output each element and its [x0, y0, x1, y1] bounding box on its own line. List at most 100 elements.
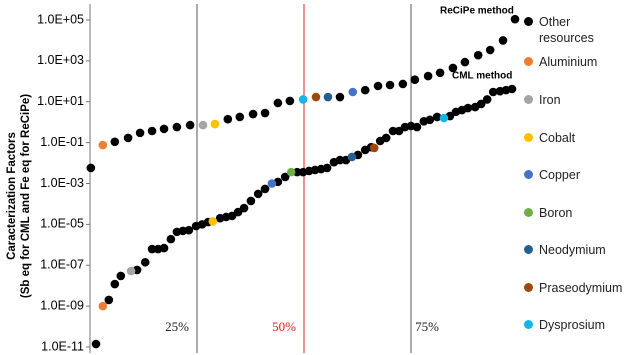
legend-marker — [524, 245, 533, 254]
point — [235, 112, 245, 122]
point — [91, 339, 101, 349]
legend-label: Iron — [539, 93, 561, 107]
y-tick-label: 1.0E-07 — [40, 258, 84, 272]
point — [147, 244, 157, 254]
point — [298, 95, 308, 104]
point — [347, 152, 357, 162]
point — [260, 184, 270, 194]
point — [348, 87, 358, 97]
y-tick-label: 1.0E+01 — [37, 94, 84, 108]
point — [488, 87, 498, 97]
legend-item: Aluminium — [520, 54, 629, 70]
point — [425, 115, 435, 125]
point — [110, 279, 120, 289]
point — [432, 112, 442, 122]
point — [223, 114, 233, 124]
point — [311, 92, 321, 102]
legend-label: Dysprosium — [539, 318, 605, 332]
legend-label: Aluminium — [539, 55, 598, 69]
legend-label: Copper — [539, 168, 580, 182]
y-tick-label: 1.0E-03 — [40, 176, 84, 190]
point — [410, 75, 420, 84]
y-tick-label: 1.0E-01 — [40, 135, 84, 149]
point — [210, 119, 220, 129]
point — [439, 113, 449, 123]
point — [285, 96, 295, 106]
point — [246, 196, 256, 206]
legend-marker — [524, 208, 533, 217]
point — [373, 81, 383, 91]
point — [322, 163, 332, 173]
point — [253, 189, 263, 199]
point — [86, 163, 96, 173]
point — [335, 155, 345, 165]
point — [335, 92, 345, 102]
point — [159, 243, 169, 253]
point — [98, 301, 108, 311]
quartile-label: 50% — [272, 319, 296, 334]
point — [423, 71, 433, 81]
point — [98, 140, 108, 150]
legend-marker — [524, 57, 533, 66]
point — [381, 133, 391, 143]
y-axis-label: Caracterization Factors — [6, 132, 18, 260]
legend-label: Cobalt — [539, 131, 576, 145]
legend-label: Boron — [539, 206, 573, 220]
point — [172, 122, 182, 132]
point — [110, 137, 120, 147]
point — [369, 143, 379, 153]
legend-item: Dysprosium — [520, 317, 629, 333]
y-tick-label: 1.0E+05 — [37, 12, 84, 26]
point — [510, 14, 520, 24]
y-axis-label: (Sb eq for CML and Fe eq for ReCiPe) — [20, 94, 32, 298]
point — [140, 257, 150, 267]
legend-marker — [524, 283, 533, 292]
legend-item: Other resources — [520, 14, 601, 46]
point — [507, 84, 517, 94]
point — [482, 95, 492, 104]
point — [323, 92, 333, 102]
point — [385, 80, 395, 90]
point — [398, 79, 408, 89]
point — [292, 167, 302, 177]
point — [267, 179, 277, 188]
point — [280, 172, 290, 182]
point — [463, 103, 473, 113]
point — [104, 295, 114, 305]
legend-item: Praseodymium — [520, 280, 629, 296]
legend-item: Copper — [520, 167, 629, 183]
quartile-label: 25% — [165, 319, 189, 334]
legend-marker — [524, 133, 533, 142]
point — [208, 217, 218, 226]
legend-item: Neodymium — [520, 242, 629, 258]
annotation: CML method — [452, 71, 512, 82]
point — [260, 108, 270, 118]
legend-marker — [524, 170, 533, 179]
point — [476, 99, 486, 109]
legend-marker — [524, 320, 533, 329]
point — [123, 133, 133, 143]
point — [126, 266, 136, 276]
y-tick-label: 1.0E-11 — [41, 339, 84, 353]
legend-item: Iron — [520, 92, 629, 108]
point — [147, 126, 157, 136]
legend-marker — [524, 95, 533, 104]
point — [248, 109, 258, 119]
legend-label: Praseodymium — [539, 281, 623, 295]
legend-marker — [524, 17, 533, 26]
point — [159, 124, 169, 134]
legend-item: Cobalt — [520, 130, 629, 146]
point — [198, 120, 208, 130]
point — [435, 68, 445, 78]
point — [273, 98, 283, 108]
legend-label: Neodymium — [539, 243, 606, 257]
point — [473, 50, 483, 60]
point — [166, 234, 176, 244]
point — [460, 57, 470, 67]
point — [448, 63, 458, 73]
point — [498, 36, 508, 45]
point — [286, 167, 296, 177]
point — [412, 122, 422, 132]
point — [360, 85, 370, 95]
